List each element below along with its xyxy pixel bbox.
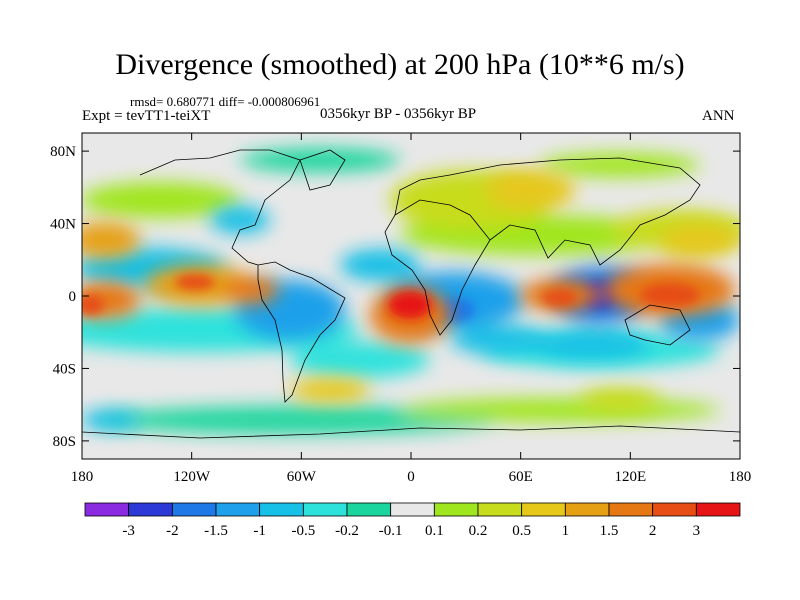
colorbar-label: 1: [562, 523, 570, 539]
colorbar-swatch: [302, 502, 348, 517]
colorbar-swatch: [171, 502, 217, 517]
field-strong-positive: [82, 274, 700, 319]
x-tick-label: 180: [71, 469, 94, 485]
x-tick-label: 180: [729, 469, 752, 485]
x-tick-label: 120W: [173, 469, 211, 485]
y-tick-label: 40S: [53, 361, 76, 377]
colorbar-swatch: [259, 502, 304, 517]
colorbar-label: -1: [253, 523, 266, 539]
map-field: [82, 133, 740, 459]
colorbar-label: -3: [122, 523, 135, 539]
colorbar-swatch: [346, 502, 392, 517]
season-label: ANN: [702, 108, 735, 124]
x-tick-label: 120E: [614, 469, 646, 485]
latitude-axis: 80N 40N 0 40S 80S: [50, 144, 740, 450]
rmsd-diff-stats: rmsd= 0.680771 diff= -0.000806961: [130, 94, 321, 109]
colorbar-label: 0.2: [469, 523, 488, 539]
y-tick-label: 80N: [50, 144, 76, 160]
y-tick-label: 0: [69, 289, 77, 305]
period-label: 0356kyr BP - 0356kyr BP: [320, 106, 477, 122]
colorbar-label: 1.5: [600, 523, 619, 539]
colorbar-swatch: [84, 502, 130, 517]
x-tick-label: 60E: [509, 469, 533, 485]
colorbar-swatch: [128, 502, 173, 517]
experiment-label: Expt = tevTT1-teiXT: [82, 108, 211, 124]
colorbar-swatch: [564, 502, 610, 517]
colorbar-swatch: [390, 502, 435, 517]
plot-title: Divergence (smoothed) at 200 hPa (10**6 …: [115, 48, 685, 81]
colorbar-label: 3: [693, 523, 701, 539]
colorbar-label: -1.5: [204, 523, 228, 539]
colorbar-label: -0.2: [335, 523, 359, 539]
colorbar-swatch: [695, 502, 741, 517]
x-tick-label: 0: [407, 469, 415, 485]
colorbar-label: -0.1: [379, 523, 403, 539]
colorbar-label: 0.1: [425, 523, 444, 539]
colorbar-swatch: [215, 502, 261, 517]
coastlines: [82, 149, 740, 439]
colorbar-swatch: [652, 502, 697, 517]
x-tick-label: 60W: [287, 469, 317, 485]
colorbar-swatch: [477, 502, 523, 517]
longitude-axis: 180 120W 60W 0 60E 120E 180: [71, 133, 752, 485]
y-tick-label: 40N: [50, 217, 76, 233]
colorbar-label: -0.5: [291, 523, 315, 539]
y-tick-label: 80S: [53, 434, 76, 450]
colorbar-swatch: [433, 502, 479, 517]
colorbar-label: 0.5: [512, 523, 531, 539]
colorbar-swatch: [521, 502, 566, 517]
colorbar: -3 -2 -1.5 -1 -0.5 -0.2 -0.1 0.1 0.2 0.5 1 1.5 2 3: [84, 502, 741, 539]
colorbar-label: 2: [649, 523, 657, 539]
colorbar-swatch: [608, 502, 654, 517]
colorbar-label: -2: [166, 523, 179, 539]
